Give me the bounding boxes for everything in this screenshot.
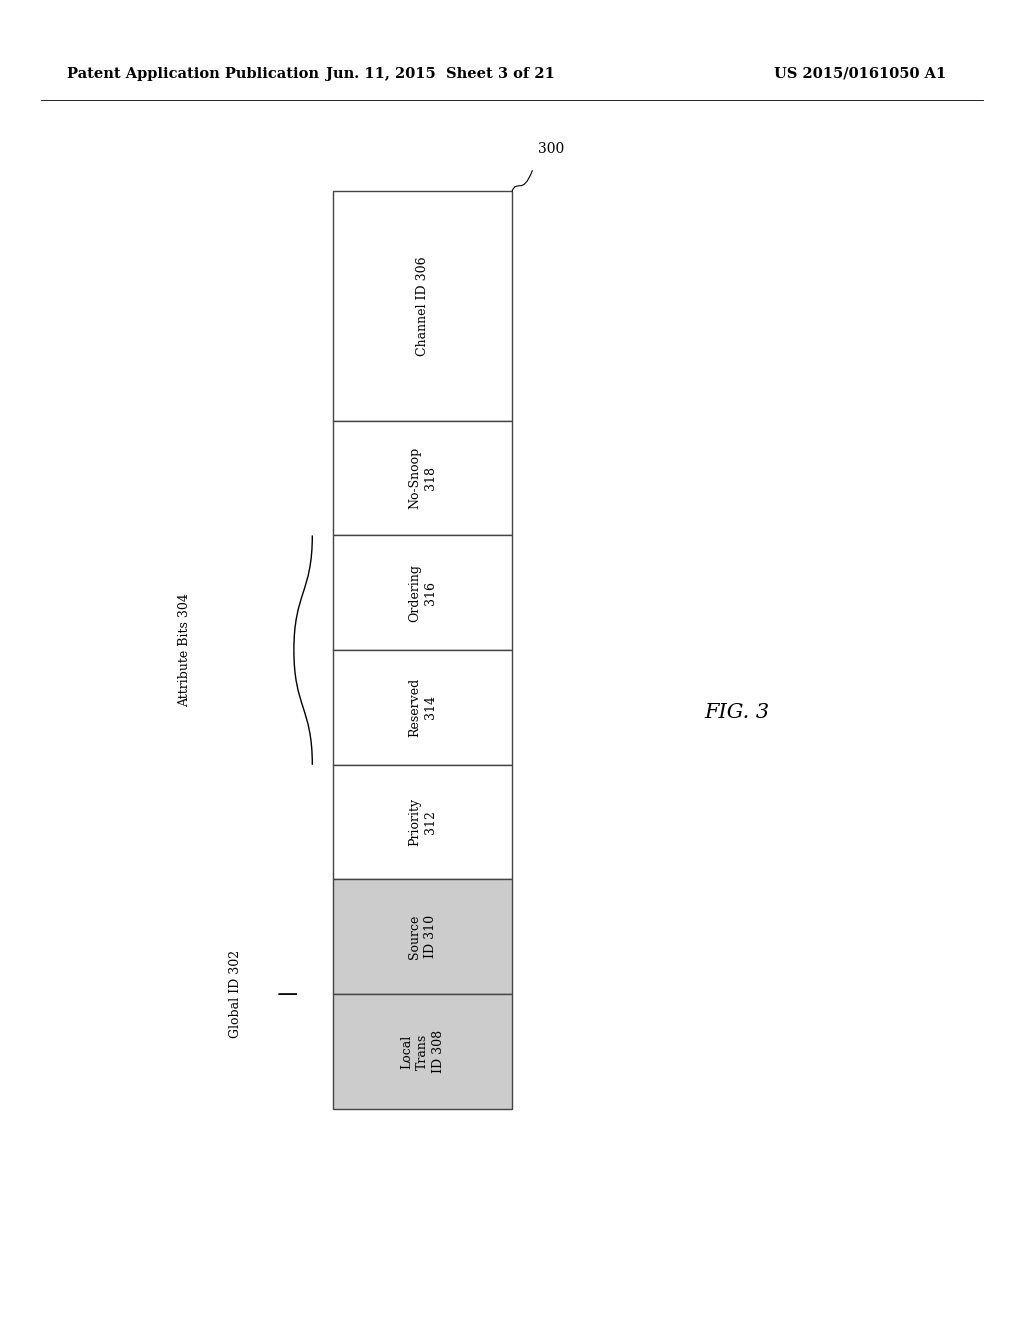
Bar	[333, 651, 512, 764]
Text: Jun. 11, 2015  Sheet 3 of 21: Jun. 11, 2015 Sheet 3 of 21	[326, 67, 555, 81]
Text: Ordering
316: Ordering 316	[408, 564, 437, 622]
Bar	[333, 191, 512, 421]
Text: Channel ID 306: Channel ID 306	[416, 256, 429, 356]
Text: 300: 300	[538, 143, 564, 156]
Bar	[333, 536, 512, 651]
Bar	[333, 764, 512, 879]
Text: Local
Trans
ID 308: Local Trans ID 308	[400, 1030, 444, 1073]
Text: FIG. 3: FIG. 3	[705, 704, 770, 722]
Bar	[333, 994, 512, 1109]
Bar	[333, 879, 512, 994]
Text: Patent Application Publication: Patent Application Publication	[67, 67, 318, 81]
Text: Reserved
314: Reserved 314	[408, 677, 437, 737]
Text: No-Snoop
318: No-Snoop 318	[408, 447, 437, 510]
Text: Source
ID 310: Source ID 310	[408, 915, 437, 958]
Text: US 2015/0161050 A1: US 2015/0161050 A1	[774, 67, 946, 81]
Text: Priority
312: Priority 312	[408, 799, 437, 846]
Text: Global ID 302: Global ID 302	[229, 950, 242, 1039]
Text: Attribute Bits 304: Attribute Bits 304	[178, 593, 190, 708]
Bar	[333, 421, 512, 536]
